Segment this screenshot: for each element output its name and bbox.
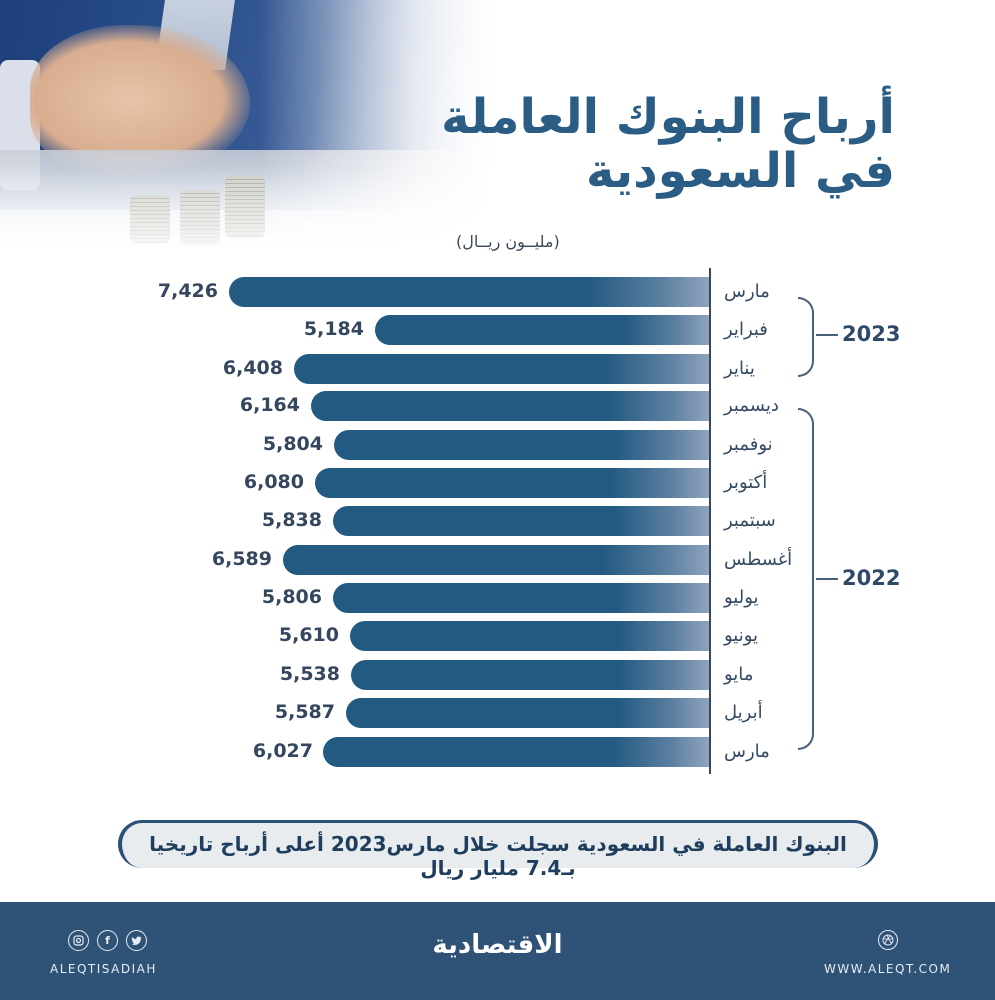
bar-row: 5,587 [0,698,709,728]
year-label-2023: 2023 [842,322,901,346]
bar-value: 5,610 [278,624,339,646]
bar-value: 5,184 [303,318,364,340]
highlight-banner: البنوك العاملة في السعودية سجلت خلال مار… [118,820,878,880]
bar [351,660,709,690]
bar-row: 7,426 [0,277,709,307]
bar-value: 5,587 [274,701,335,723]
bar [315,468,709,498]
bar [333,506,709,536]
bar-value: 7,426 [157,280,218,302]
bar-value: 6,589 [211,548,272,570]
social-links: f [68,930,147,951]
bar-value: 5,538 [279,663,340,685]
bar-row: 6,027 [0,737,709,767]
banner-text: البنوك العاملة في السعودية سجلت خلال مار… [149,832,847,880]
bar [350,621,709,651]
bar-row: 5,184 [0,315,709,345]
bar-value: 6,080 [243,471,304,493]
bar-row: 6,164 [0,391,709,421]
social-handle: ALEQTISADIAH [50,962,157,976]
bar-row: 6,408 [0,354,709,384]
bar [333,583,709,613]
bar-month: مايو [724,664,754,685]
bar-row: 5,538 [0,660,709,690]
hero-photo-coins [0,0,520,260]
bar-row: 5,610 [0,621,709,651]
bar-value: 6,408 [222,357,283,379]
bar-value: 5,806 [261,586,322,608]
chart-axis-line [709,268,711,774]
bar-month: أغسطس [724,549,793,570]
bar-month: أبريل [724,702,763,723]
bar-row: 6,589 [0,545,709,575]
year-brace-tick [816,334,838,336]
bar-row: 6,080 [0,468,709,498]
bar-month: يناير [724,358,755,379]
bar [311,391,709,421]
year-brace-2023 [798,297,814,377]
bar-month: يونيو [724,625,759,646]
facebook-glyph: f [105,934,110,947]
bar-month: فبراير [724,319,768,340]
bar-value: 6,027 [252,740,313,762]
photo-fade [0,0,520,260]
bar-value: 5,804 [262,433,323,455]
bar [323,737,709,767]
publisher-logo: الاقتصادية [432,930,563,960]
bar-month: أكتوبر [724,472,768,493]
unit-label: (مليــون ريــال) [456,232,560,251]
bar [334,430,709,460]
bar [229,277,709,307]
title-line-2: في السعودية [586,143,895,199]
bar [346,698,709,728]
bar-month: ديسمبر [724,395,779,416]
website-link[interactable]: WWW.ALEQT.COM [824,962,952,976]
bar [283,545,709,575]
year-brace-tick [816,578,838,580]
bar-row: 5,806 [0,583,709,613]
bar-value: 6,164 [239,394,300,416]
year-brace-2022 [798,408,814,750]
bar-row: 5,838 [0,506,709,536]
bar-value: 5,838 [261,509,322,531]
bar-row: 5,804 [0,430,709,460]
bar-month: سبتمبر [724,510,776,531]
bar-month: مارس [724,281,770,302]
bar [375,315,709,345]
facebook-icon[interactable]: f [97,930,118,951]
bar-month: نوفمبر [724,434,773,455]
footer [0,902,995,1000]
globe-icon [878,930,898,950]
title-line-1: أرباح البنوك العاملة [441,89,895,145]
bar-month: مارس [724,741,770,762]
instagram-icon[interactable] [68,930,89,951]
bar [294,354,709,384]
bar-month: يوليو [724,587,759,608]
year-label-2022: 2022 [842,566,901,590]
page-title: أرباح البنوك العاملة في السعودية [441,90,895,198]
twitter-icon[interactable] [126,930,147,951]
